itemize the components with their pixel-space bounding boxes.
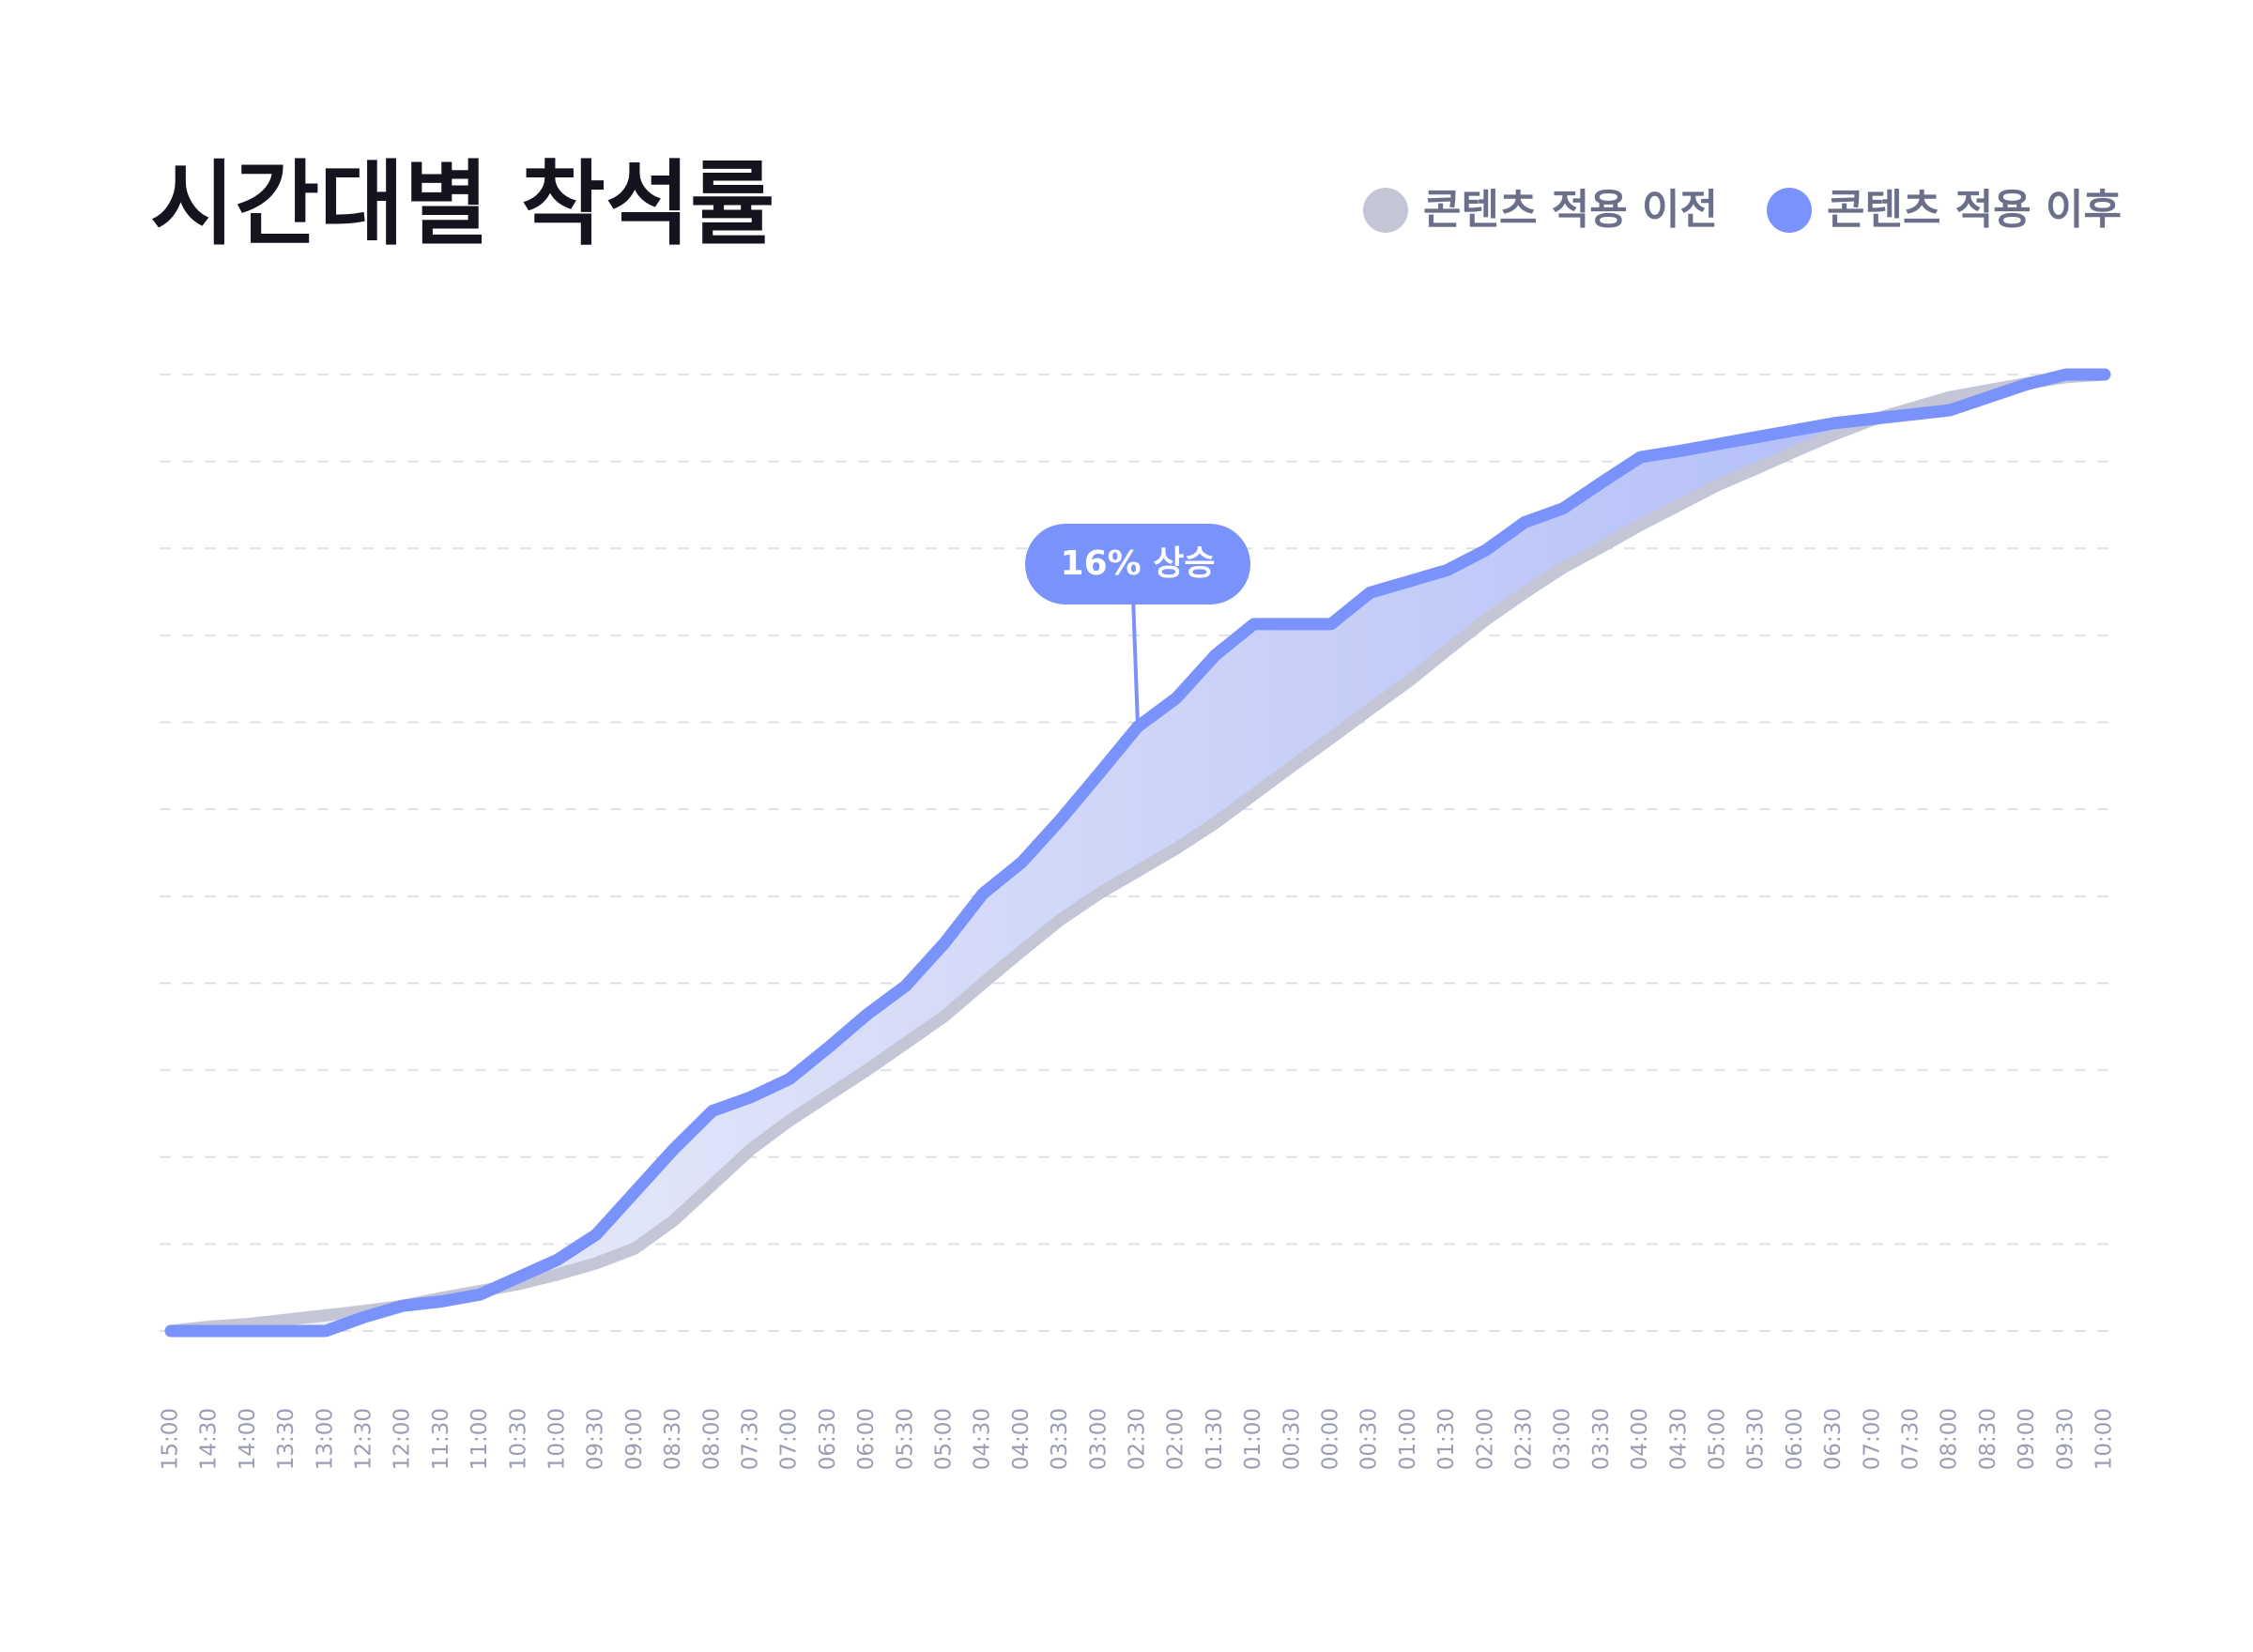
x-tick-label: 02:30 bbox=[1126, 1408, 1150, 1470]
x-tick-label: 06:00 bbox=[854, 1408, 879, 1470]
chart-title: 시간대별 착석률 bbox=[150, 151, 774, 258]
x-tick-label: 05:30 bbox=[893, 1408, 917, 1470]
x-tick-label: 10:00 bbox=[2092, 1408, 2117, 1470]
legend-label: 콘텐츠 적용 이후 bbox=[1827, 186, 2122, 234]
x-tick-label: 09:00 bbox=[2015, 1408, 2039, 1470]
x-tick-label: 04:30 bbox=[971, 1408, 995, 1470]
x-tick-label: 03:00 bbox=[1551, 1408, 1575, 1470]
x-tick-label: 01:00 bbox=[1241, 1408, 1265, 1470]
x-tick-label: 13:30 bbox=[274, 1408, 299, 1470]
x-tick-label: 11:30 bbox=[429, 1408, 453, 1470]
x-tick-label: 08:00 bbox=[699, 1408, 724, 1470]
x-tick-label: 12:30 bbox=[352, 1408, 376, 1470]
x-tick-label: 00:00 bbox=[1319, 1408, 1343, 1470]
x-tick-label: 04:00 bbox=[1009, 1408, 1034, 1470]
x-tick-label: 15:00 bbox=[159, 1408, 183, 1470]
legend-label: 콘텐츠 적용 이전 bbox=[1423, 186, 1718, 234]
x-tick-label: 10:30 bbox=[506, 1408, 530, 1470]
x-tick-label: 03:30 bbox=[1589, 1408, 1614, 1470]
area-between bbox=[171, 375, 2105, 1331]
x-tick-label: 10:00 bbox=[545, 1408, 570, 1470]
x-tick-label: 11:00 bbox=[467, 1408, 492, 1470]
annotation-line bbox=[1131, 596, 1140, 727]
x-tick-label: 01:00 bbox=[1396, 1408, 1420, 1470]
x-tick-label: 05:30 bbox=[1744, 1408, 1769, 1470]
x-tick-label: 03:00 bbox=[1086, 1408, 1111, 1470]
x-tick-label: 07:30 bbox=[1899, 1408, 1923, 1470]
x-tick-label: 07:00 bbox=[1860, 1408, 1884, 1470]
x-tick-label: 13:00 bbox=[313, 1408, 337, 1470]
x-tick-label: 08:00 bbox=[1938, 1408, 1962, 1470]
x-tick-label: 06:00 bbox=[1783, 1408, 1807, 1470]
x-tick-label: 01:30 bbox=[1203, 1408, 1227, 1470]
x-tick-label: 05:00 bbox=[932, 1408, 957, 1470]
x-tick-label: 00:30 bbox=[1357, 1408, 1382, 1470]
annotation-text: 16% 상승 bbox=[1061, 544, 1216, 583]
x-tick-label: 04:00 bbox=[1628, 1408, 1652, 1470]
x-tick-label: 00:30 bbox=[1280, 1408, 1304, 1470]
x-tick-label: 06:30 bbox=[1821, 1408, 1846, 1470]
x-tick-label: 09:30 bbox=[2053, 1408, 2077, 1470]
x-tick-label: 02:30 bbox=[1512, 1408, 1537, 1470]
x-tick-label: 09:00 bbox=[622, 1408, 647, 1470]
x-tick-label: 05:00 bbox=[1706, 1408, 1730, 1470]
x-tick-label: 07:00 bbox=[777, 1408, 802, 1470]
x-tick-label: 14:30 bbox=[197, 1408, 222, 1470]
x-tick-label: 07:30 bbox=[739, 1408, 763, 1470]
annotation-pill bbox=[1025, 524, 1250, 604]
x-tick-label: 14:00 bbox=[236, 1408, 260, 1470]
x-tick-label: 02:00 bbox=[1164, 1408, 1188, 1470]
legend-swatch bbox=[1767, 188, 1812, 233]
x-tick-label: 09:30 bbox=[584, 1408, 608, 1470]
x-tick-label: 08:30 bbox=[661, 1408, 685, 1470]
x-tick-label: 02:00 bbox=[1473, 1408, 1497, 1470]
x-tick-label: 01:30 bbox=[1434, 1408, 1459, 1470]
legend-swatch bbox=[1363, 188, 1408, 233]
x-tick-label: 03:30 bbox=[1048, 1408, 1072, 1470]
x-tick-label: 06:30 bbox=[816, 1408, 840, 1470]
x-tick-label: 08:30 bbox=[1976, 1408, 2000, 1470]
x-tick-label: 12:00 bbox=[391, 1408, 415, 1470]
x-tick-label: 04:30 bbox=[1666, 1408, 1691, 1470]
